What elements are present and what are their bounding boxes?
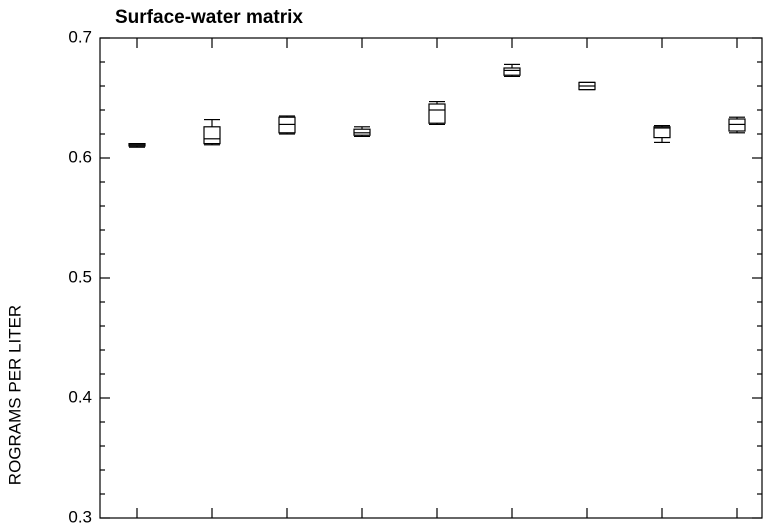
y-tick-label: 0.5 bbox=[68, 267, 92, 286]
box bbox=[503, 67, 521, 76]
y-tick-label: 0.6 bbox=[68, 147, 92, 166]
y-tick-label: 0.3 bbox=[68, 507, 92, 525]
box bbox=[428, 103, 446, 124]
box bbox=[203, 126, 221, 145]
chart-title: Surface-water matrix bbox=[115, 7, 303, 28]
y-axis-label: ROGRAMS PER LITER bbox=[5, 305, 24, 485]
y-tick-label: 0.7 bbox=[68, 27, 92, 46]
y-tick-label: 0.4 bbox=[68, 387, 92, 406]
box bbox=[653, 126, 671, 139]
